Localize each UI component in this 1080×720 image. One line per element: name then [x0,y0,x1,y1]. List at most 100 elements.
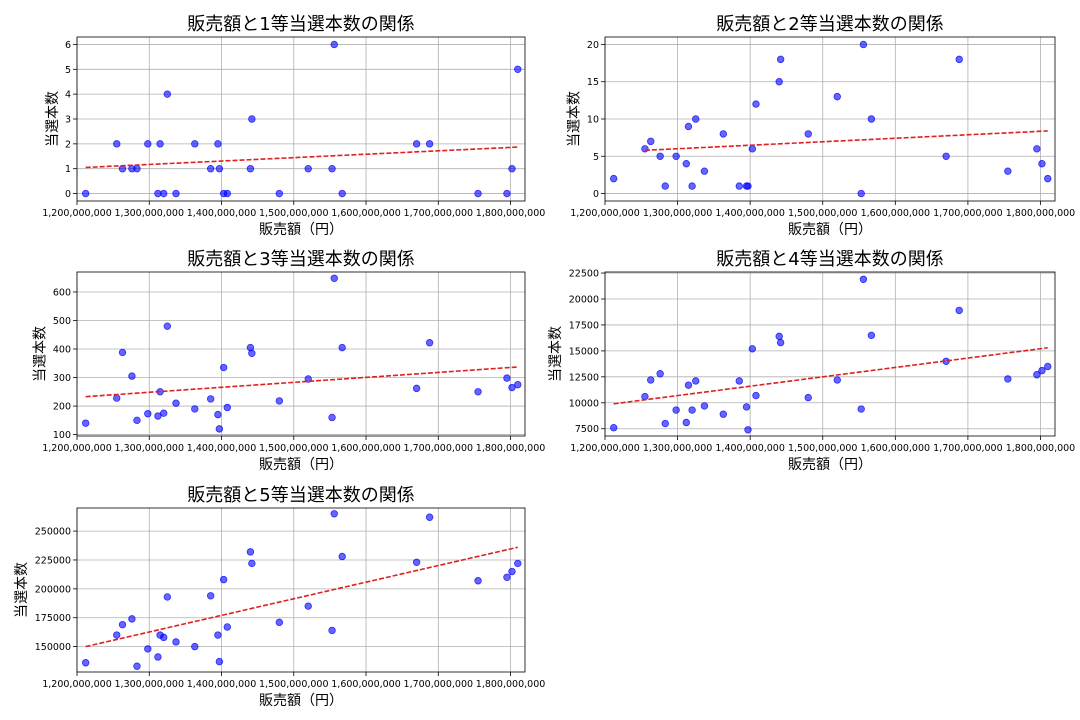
data-point [304,602,312,610]
data-point [682,160,690,168]
data-point [804,393,812,402]
x-tick-label: 1,300,000,000 [115,208,185,219]
x-tick-label: 1,300,000,000 [115,679,185,690]
data-point [215,657,224,666]
data-point [304,164,312,173]
data-point [833,92,841,101]
data-point [684,122,693,131]
data-point [857,189,865,198]
data-point [133,662,141,670]
data-point [338,189,346,198]
y-tick-label: 7500 [575,424,599,435]
y-tick-label: 17500 [569,320,599,331]
data-point [328,413,336,422]
data-point [735,182,743,190]
x-tick-label: 1,800,000,000 [1006,443,1076,454]
data-point [206,592,215,600]
data-point [692,377,700,385]
data-point [128,615,136,623]
data-point [955,306,963,315]
data-point [172,189,180,198]
data-point [113,140,121,148]
data-point [425,513,434,521]
data-point [191,642,199,651]
x-axis-label: 販売額（円） [259,693,343,709]
data-point [776,55,785,64]
y-tick-label: 100 [53,430,71,441]
data-point [867,115,876,123]
data-point [656,370,664,378]
data-point [700,402,709,410]
data-point [867,331,876,340]
x-tick-label: 1,600,000,000 [331,443,401,454]
data-point [748,345,757,353]
data-point [163,322,172,330]
data-point [412,384,421,393]
data-point [672,152,680,160]
data-point [412,140,421,148]
data-point [775,332,783,341]
data-point [425,140,434,148]
trend-line [644,130,1048,152]
data-point [81,419,90,427]
plot-frame [76,271,526,437]
data-point [81,659,90,667]
data-point [113,631,121,639]
data-point [338,343,346,352]
y-tick-label: 200000 [35,584,71,595]
data-point [804,130,812,138]
data-point [688,406,696,414]
x-tick-label: 1,800,000,000 [476,443,546,454]
data-point [246,548,255,556]
data-point [744,182,752,190]
data-point [223,623,231,631]
x-tick-label: 1,800,000,000 [476,679,546,690]
data-point [160,189,168,198]
y-tick-label: 22500 [569,269,599,280]
y-tick-label: 6 [65,40,71,51]
x-tick-label: 1,800,000,000 [1006,208,1076,219]
data-point [163,90,172,98]
data-point [661,182,669,190]
y-axis-label: 当選本数 [548,326,564,382]
data-point [163,593,172,601]
data-point [154,412,162,420]
x-axis-label: 販売額（円） [259,457,343,473]
data-point [514,380,522,389]
data-point [128,372,136,380]
x-tick-label: 1,400,000,000 [187,208,257,219]
chart-title: 販売額と4等当選本数の関係 [716,249,943,270]
data-point [223,403,231,412]
data-point [191,140,199,148]
trend-line [85,366,518,398]
chart-panel-5: 1,200,000,000 1,300,000,000 1,400,000,000 1… [14,485,546,709]
data-point [275,189,284,198]
data-point [641,392,649,401]
data-point [223,189,231,198]
y-tick-label: 225000 [35,555,71,566]
trend-line [613,346,1048,405]
y-tick-label: 15000 [569,346,599,357]
data-point [661,419,669,428]
x-tick-label: 1,400,000,000 [187,679,257,690]
data-point [474,388,482,396]
data-point [610,174,618,183]
data-point [144,645,152,653]
x-tick-label: 1,200,000,000 [570,208,640,219]
data-point [172,399,180,407]
data-point [508,164,516,173]
y-tick-label: 300 [53,373,71,384]
data-point [1033,371,1041,379]
x-tick-label: 1,700,000,000 [404,679,474,690]
x-tick-label: 1,300,000,000 [643,208,713,219]
chart-panel-1: 1,200,000,000 1,300,000,000 1,400,000,000 1… [42,14,545,238]
y-tick-label: 400 [53,345,71,356]
data-point [248,349,256,357]
data-point [859,40,868,49]
chart-title: 販売額と1等当選本数の関係 [187,14,414,35]
x-tick-label: 1,300,000,000 [643,443,713,454]
x-tick-label: 1,700,000,000 [933,208,1003,219]
y-tick-label: 5 [593,152,599,163]
data-point [859,275,868,283]
data-point [1044,174,1052,183]
